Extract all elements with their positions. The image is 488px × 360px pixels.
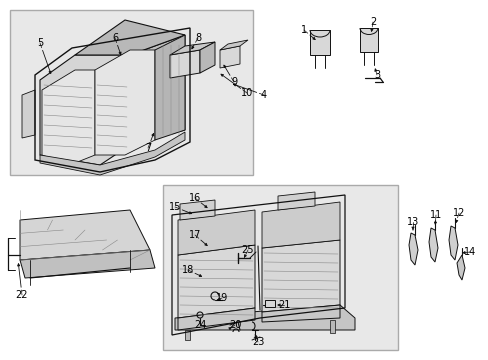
Polygon shape <box>278 192 314 210</box>
Polygon shape <box>20 250 155 278</box>
Polygon shape <box>448 226 457 260</box>
Polygon shape <box>170 50 200 78</box>
Polygon shape <box>309 30 329 55</box>
Polygon shape <box>220 40 247 50</box>
Text: 8: 8 <box>195 33 201 43</box>
Polygon shape <box>184 330 190 340</box>
Text: 21: 21 <box>277 300 289 310</box>
Polygon shape <box>428 228 437 262</box>
Polygon shape <box>178 210 254 255</box>
Polygon shape <box>178 308 254 330</box>
Text: 22: 22 <box>16 290 28 300</box>
Text: 1: 1 <box>300 25 306 35</box>
Text: 17: 17 <box>188 230 201 240</box>
Polygon shape <box>262 240 339 312</box>
Text: 19: 19 <box>215 293 228 303</box>
Polygon shape <box>178 245 254 318</box>
Polygon shape <box>359 28 377 52</box>
Polygon shape <box>262 305 339 322</box>
Text: 16: 16 <box>188 193 201 203</box>
Text: 25: 25 <box>241 245 254 255</box>
Text: 7: 7 <box>144 143 151 153</box>
Polygon shape <box>40 55 130 165</box>
Polygon shape <box>130 35 184 145</box>
Polygon shape <box>20 210 150 260</box>
Text: 11: 11 <box>429 210 441 220</box>
Text: 13: 13 <box>406 217 418 227</box>
Bar <box>10 10 252 175</box>
Polygon shape <box>175 305 354 330</box>
Polygon shape <box>220 46 240 68</box>
Text: 18: 18 <box>182 265 194 275</box>
Text: 9: 9 <box>230 77 237 87</box>
Polygon shape <box>180 200 215 220</box>
Text: 2: 2 <box>369 17 375 27</box>
Text: 14: 14 <box>463 247 475 257</box>
Text: 12: 12 <box>452 208 464 218</box>
Bar <box>163 185 397 350</box>
Polygon shape <box>155 35 184 140</box>
Bar <box>264 300 274 307</box>
Text: 23: 23 <box>251 337 264 347</box>
Text: 10: 10 <box>241 88 253 98</box>
Polygon shape <box>200 42 215 73</box>
Polygon shape <box>95 50 155 155</box>
Text: 15: 15 <box>168 202 181 212</box>
Text: 24: 24 <box>193 320 206 330</box>
Polygon shape <box>408 233 417 265</box>
Text: 6: 6 <box>112 33 118 43</box>
Text: 20: 20 <box>228 320 241 330</box>
Polygon shape <box>170 42 215 55</box>
Polygon shape <box>456 255 464 280</box>
Polygon shape <box>329 320 334 333</box>
Polygon shape <box>75 20 184 55</box>
Text: 3: 3 <box>373 70 379 80</box>
Text: 4: 4 <box>261 90 266 100</box>
Polygon shape <box>22 90 35 138</box>
Polygon shape <box>40 132 184 175</box>
Text: 5: 5 <box>37 38 43 48</box>
Polygon shape <box>262 202 339 248</box>
Polygon shape <box>42 70 95 165</box>
